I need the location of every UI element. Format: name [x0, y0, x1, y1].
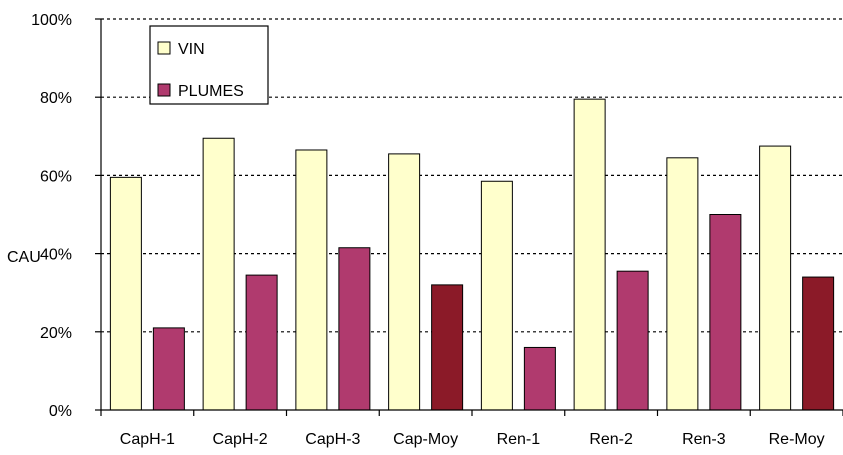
- legend-label-vin: VIN: [178, 41, 205, 58]
- bar-plumes-CapH-3: [338, 247, 371, 411]
- x-tick-label: CapH-3: [305, 431, 360, 448]
- y-tick-label: 80%: [40, 90, 72, 107]
- legend: VIN PLUMES: [149, 25, 269, 105]
- bar-plumes-Ren-3: [709, 214, 742, 411]
- bar-vin-CapH-1: [109, 176, 142, 411]
- tick-labels: 0% 20% 40% 60% 80% 100% CapH-1 CapH-2 CapH-3 Cap-…: [31, 12, 825, 448]
- bar-vin-Re-Moy: [759, 145, 792, 411]
- axes: [95, 18, 843, 416]
- x-tick-label: Ren-1: [497, 431, 541, 448]
- y-tick-label: 60%: [40, 168, 72, 185]
- y-tick-label: 100%: [31, 12, 72, 29]
- legend-swatch-plumes: [157, 83, 171, 97]
- bar-plumes-Cap-Moy: [431, 284, 464, 411]
- bar-vin-Ren-2: [573, 98, 606, 411]
- x-tick-label: Cap-Moy: [393, 431, 458, 448]
- y-tick-label: 0%: [49, 403, 72, 420]
- bar-plumes-CapH-2: [245, 274, 278, 411]
- legend-label-plumes: PLUMES: [178, 83, 244, 100]
- bar-plumes-CapH-1: [152, 327, 185, 411]
- bar-plumes-Ren-2: [616, 270, 649, 411]
- bar-plumes-Re-Moy: [802, 276, 835, 411]
- x-tick-label: Ren-3: [682, 431, 726, 448]
- y-tick-label: 20%: [40, 325, 72, 342]
- bar-vin-Cap-Moy: [388, 153, 421, 411]
- x-tick-label: CapH-1: [120, 431, 175, 448]
- bars: [109, 98, 835, 411]
- legend-swatch-vin: [157, 41, 171, 55]
- y-axis-label: CAU: [7, 249, 41, 266]
- x-tick-label: Ren-2: [589, 431, 633, 448]
- bar-vin-CapH-2: [202, 137, 235, 411]
- bar-vin-Ren-3: [666, 157, 699, 411]
- y-tick-label: 40%: [40, 247, 72, 264]
- bar-plumes-Ren-1: [523, 346, 556, 411]
- bar-vin-CapH-3: [295, 149, 328, 411]
- bar-vin-Ren-1: [480, 180, 513, 411]
- x-tick-label: Re-Moy: [769, 431, 825, 448]
- x-tick-label: CapH-2: [213, 431, 268, 448]
